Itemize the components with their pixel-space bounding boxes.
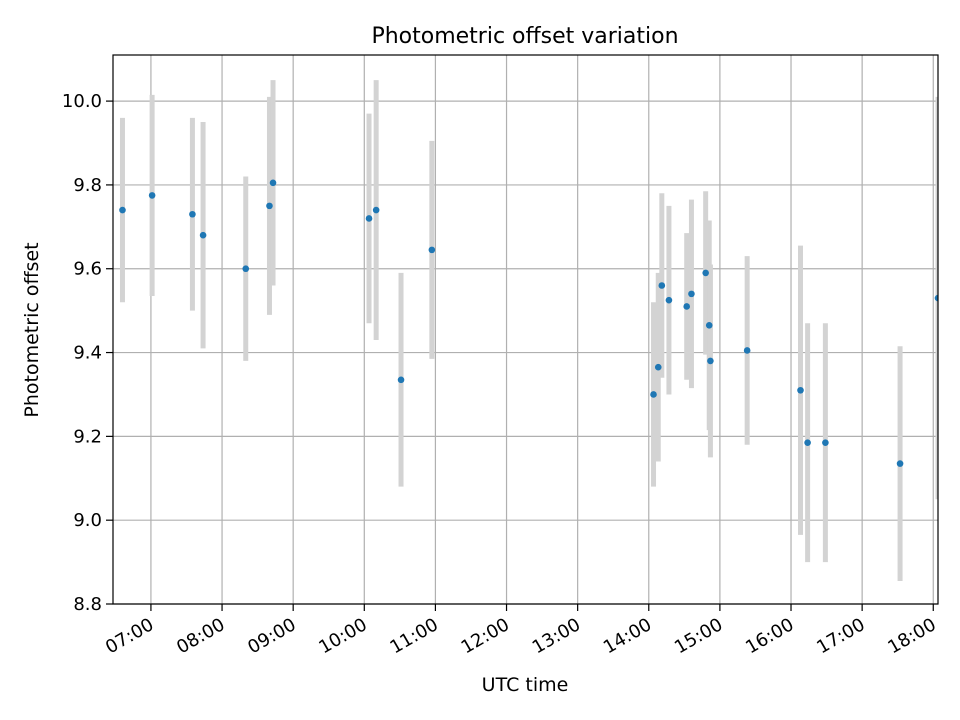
- y-tick-label: 8.8: [73, 594, 102, 615]
- data-point: [650, 391, 657, 398]
- y-tick-label: 9.0: [73, 510, 102, 531]
- data-point: [654, 363, 662, 371]
- x-axis-label: UTC time: [482, 674, 569, 696]
- data-point: [822, 439, 829, 446]
- data-point: [269, 179, 277, 187]
- data-point: [804, 439, 811, 446]
- y-axis-label: Photometric offset: [21, 242, 43, 417]
- data-point: [148, 192, 156, 199]
- data-point: [119, 206, 126, 214]
- data-point: [665, 296, 673, 304]
- data-point: [658, 282, 666, 289]
- chart-title: Photometric offset variation: [371, 24, 678, 49]
- data-point: [705, 322, 713, 329]
- y-tick-label: 10.0: [62, 91, 102, 112]
- data-point: [702, 269, 709, 277]
- plot-frame: [112, 54, 939, 605]
- data-point: [189, 210, 196, 218]
- data-point: [266, 202, 273, 210]
- data-point: [372, 206, 380, 214]
- data-point: [365, 215, 373, 222]
- data-point: [688, 290, 695, 298]
- data-point: [428, 246, 436, 254]
- y-tick-label: 9.2: [73, 426, 102, 447]
- data-point: [242, 265, 250, 273]
- data-point: [934, 294, 938, 302]
- y-tick-label: 9.8: [73, 175, 102, 196]
- data-point: [397, 376, 405, 384]
- data-points: [119, 179, 938, 467]
- y-tick-label: 9.6: [73, 259, 102, 280]
- data-point: [896, 460, 904, 467]
- data-point: [199, 231, 207, 239]
- data-point: [743, 347, 751, 354]
- data-point: [707, 357, 714, 365]
- data-point: [683, 303, 691, 310]
- data-point: [797, 386, 804, 394]
- y-tick-label: 9.4: [73, 343, 102, 364]
